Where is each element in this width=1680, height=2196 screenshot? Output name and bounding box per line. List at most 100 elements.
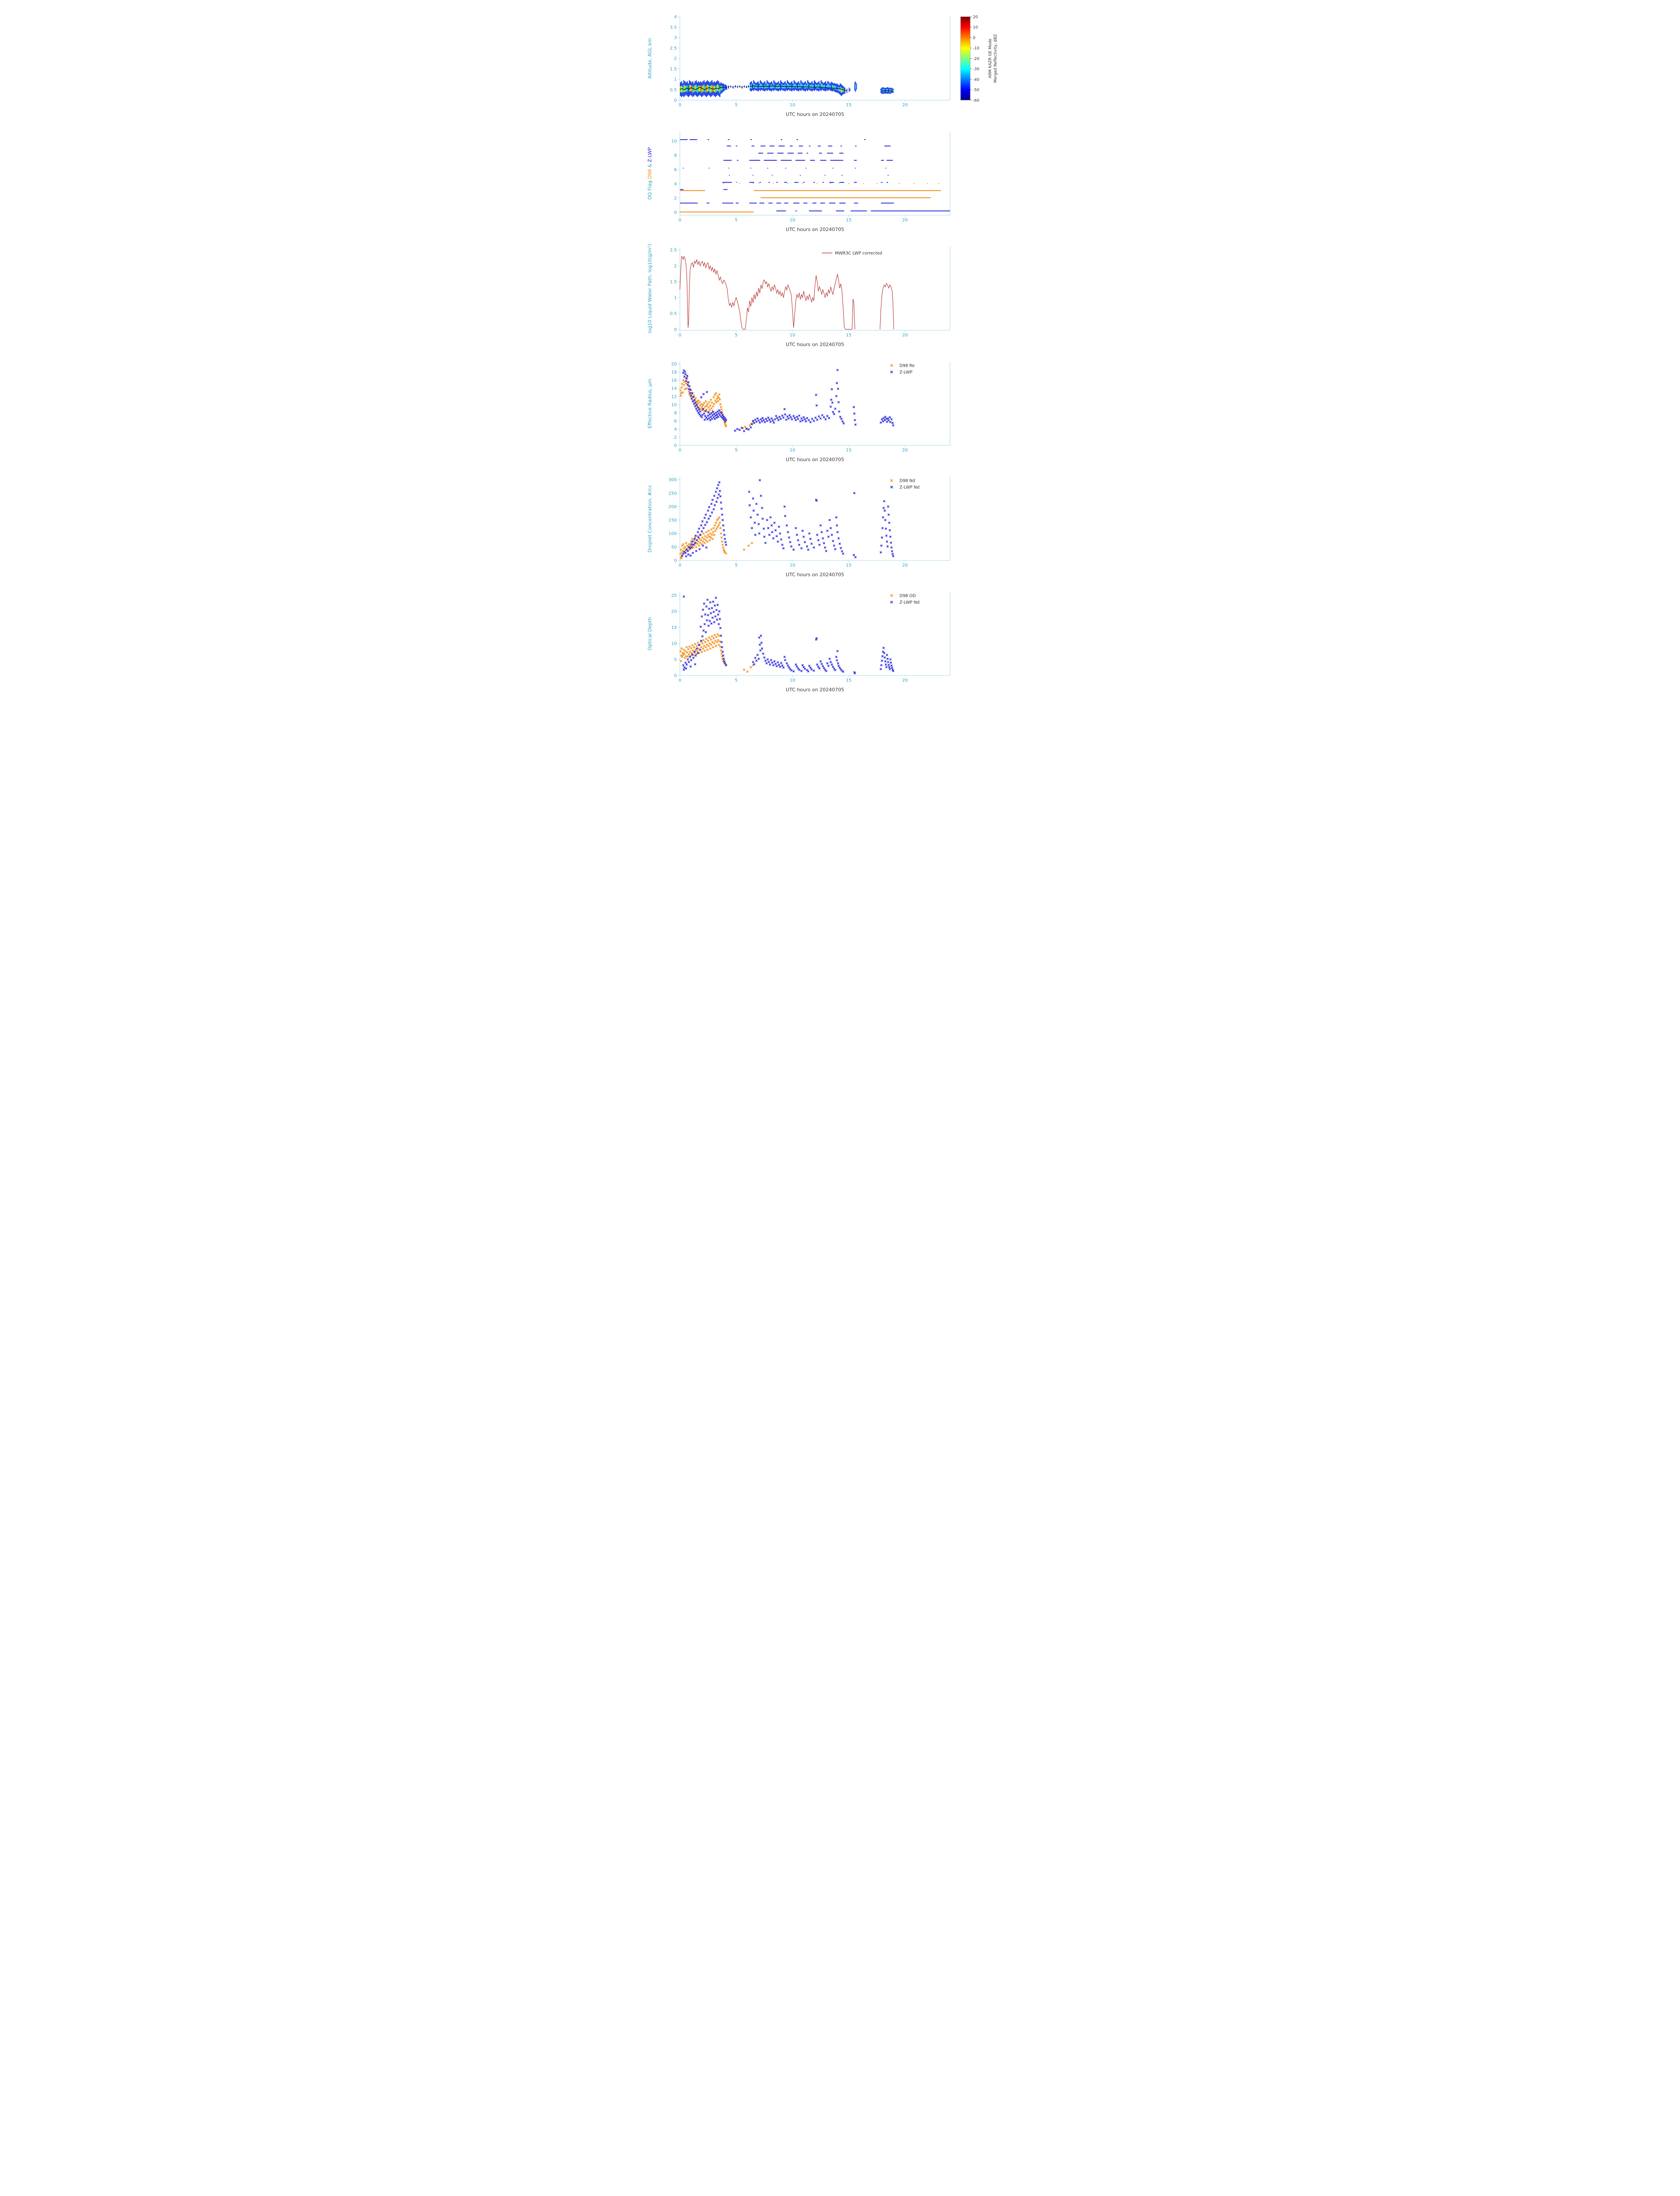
x-tick-label: 5 — [734, 448, 737, 453]
colorbar-tick-label: -40 — [973, 78, 979, 82]
cloud-track — [679, 86, 892, 92]
legend-label: D98 Re — [900, 364, 915, 368]
y-tick-label: 2.5 — [670, 248, 677, 253]
y-axis-label: log10 Liquid Water Path, log10(g/m²) — [647, 244, 653, 333]
y-tick-label: 20 — [671, 609, 677, 614]
y-tick-label: 0.5 — [670, 311, 677, 316]
axes: 0 5 10 15 20 0 0.5 1 1.5 2 2.5 3 3.5 4 — [670, 15, 950, 108]
y-tick-label: 100 — [668, 531, 676, 536]
y-axis-label: Optical Depth — [647, 617, 653, 650]
y-tick-label: 3.5 — [670, 25, 677, 30]
y-tick-label: 4 — [674, 427, 676, 432]
dq-flag-chart: 0 5 10 15 20 0 2 4 6 8 10 UTC hours on 20240705 DQ F… — [647, 132, 950, 232]
y-tick-label: 200 — [668, 505, 676, 509]
figure-reflectivity: 0 5 10 15 20 0 0.5 1 1.5 2 2.5 3 3.5 4 UTC hours on 20… — [643, 11, 1038, 122]
y-tick-label: 250 — [668, 491, 676, 496]
y-tick-label: 2 — [674, 57, 676, 61]
x-tick-label: 10 — [789, 563, 795, 568]
figure-dq-flag: 0 5 10 15 20 0 2 4 6 8 10 UTC hours on 20240705 DQ F… — [643, 126, 1038, 237]
series-d98-re — [679, 376, 754, 430]
y-tick-label: 0 — [674, 674, 676, 679]
y-tick-label: 6 — [674, 168, 676, 173]
y-tick-label: 0 — [674, 327, 676, 332]
colorbar-tick-label: -10 — [973, 47, 979, 51]
x-axis-label: UTC hours on 20240705 — [786, 112, 844, 117]
y-axis-label: Effective Radius, µm — [647, 379, 653, 428]
x-tick-label: 20 — [902, 103, 908, 108]
y-tick-label: 14 — [671, 386, 677, 391]
y-tick-label: 0 — [674, 559, 676, 563]
x-tick-label: 20 — [902, 448, 908, 453]
y-tick-label: 15 — [671, 625, 677, 630]
series-z-lwp-nd — [681, 479, 894, 559]
y-tick-label: 20 — [671, 362, 677, 367]
y-tick-label: 6 — [674, 419, 676, 424]
colorbar-tick-label: 0 — [973, 36, 975, 40]
x-tick-label: 10 — [789, 678, 795, 683]
y-tick-label: 1.5 — [670, 67, 677, 72]
y-tick-label: 0 — [674, 444, 676, 448]
y-tick-label: 10 — [671, 403, 677, 408]
legend: D98 NdZ-LWP Nd — [890, 479, 919, 490]
figure-effective-radius: 0 5 10 15 20 0 2 4 6 8 10 12 14 16 18 20 UTC hours on 20… — [643, 357, 1038, 467]
legend-label: MWR3C LWP corrected — [835, 251, 882, 256]
x-tick-label: 0 — [678, 678, 681, 683]
x-tick-label: 15 — [846, 678, 852, 683]
x-tick-label: 5 — [734, 333, 737, 338]
effective-radius-chart: 0 5 10 15 20 0 2 4 6 8 10 12 14 16 18 20 UTC hours on 20… — [647, 362, 950, 462]
y-tick-label: 4 — [674, 182, 676, 187]
x-axis-label: UTC hours on 20240705 — [786, 457, 844, 462]
x-tick-label: 0 — [678, 333, 681, 338]
colorbar-tick-label: -60 — [973, 98, 979, 103]
colorbar-tick-label: 10 — [973, 25, 978, 30]
y-tick-label: 1 — [674, 77, 676, 82]
axes: 0 5 10 15 20 0 2 4 6 8 10 12 14 16 18 20 — [671, 362, 950, 453]
x-tick-label: 20 — [902, 678, 908, 683]
y-tick-label: 2 — [674, 264, 676, 269]
x-tick-label: 5 — [734, 563, 737, 568]
y-tick-label: 150 — [668, 518, 676, 523]
y-tick-label: 4 — [674, 15, 676, 20]
x-tick-label: 15 — [846, 333, 852, 338]
y-axis-label: Droplet Concentration, #/cc — [647, 485, 653, 553]
y-tick-label: 0 — [674, 210, 676, 215]
y-tick-label: 300 — [668, 478, 676, 483]
legend: D98 ODZ-LWP Nd — [890, 594, 919, 605]
x-tick-label: 15 — [846, 448, 852, 453]
x-tick-label: 0 — [678, 103, 681, 108]
legend-label: Z-LWP — [900, 370, 913, 375]
y-tick-label: 3 — [674, 36, 676, 40]
y-tick-label: 2.5 — [670, 46, 677, 51]
x-tick-label: 15 — [846, 103, 852, 108]
y-tick-label: 1.5 — [670, 280, 677, 285]
y-tick-label: 8 — [674, 411, 676, 415]
y-tick-label: 16 — [671, 378, 677, 383]
y-tick-label: 8 — [674, 153, 676, 158]
axes: 0 5 10 15 20 0 0.5 1 1.5 2 2.5 — [670, 247, 950, 338]
legend-label: Z-LWP Nd — [900, 485, 919, 490]
reflectivity-chart: 0 5 10 15 20 0 0.5 1 1.5 2 2.5 3 3.5 4 UTC hours on 20… — [647, 15, 998, 118]
figure-optical-depth: 0 5 10 15 20 0 5 10 15 20 25 UTC hours on 20240705 O… — [643, 587, 1038, 697]
x-axis-label: UTC hours on 20240705 — [786, 342, 844, 347]
x-tick-label: 5 — [734, 103, 737, 108]
x-tick-label: 0 — [678, 563, 681, 568]
figure-lwp: 0 5 10 15 20 0 0.5 1 1.5 2 2.5 UTC hours on 2024070… — [643, 242, 1038, 352]
x-tick-label: 10 — [789, 448, 795, 453]
lwp-line — [679, 256, 894, 330]
x-tick-label: 15 — [846, 218, 852, 223]
y-tick-label: 2 — [674, 196, 676, 201]
x-tick-label: 10 — [789, 333, 795, 338]
y-axis-label: Altitude, AGL km — [647, 38, 653, 79]
colorbar: 20 10 0 -10 -20 -30 -40 -50 -60 ARM KAZR GE Mode M… — [960, 15, 998, 103]
legend-label: D98 OD — [900, 594, 916, 599]
y-tick-label: 10 — [671, 641, 677, 646]
legend: MWR3C LWP corrected — [821, 251, 882, 256]
x-tick-label: 20 — [902, 218, 908, 223]
legend-label: D98 Nd — [900, 479, 915, 484]
y-tick-label: 0.5 — [670, 88, 677, 93]
y-axis-label: DQ Flag D98 & Z-LWP — [647, 147, 653, 200]
series-z-lwp — [682, 368, 894, 433]
colorbar-tick-label: 20 — [973, 15, 978, 19]
